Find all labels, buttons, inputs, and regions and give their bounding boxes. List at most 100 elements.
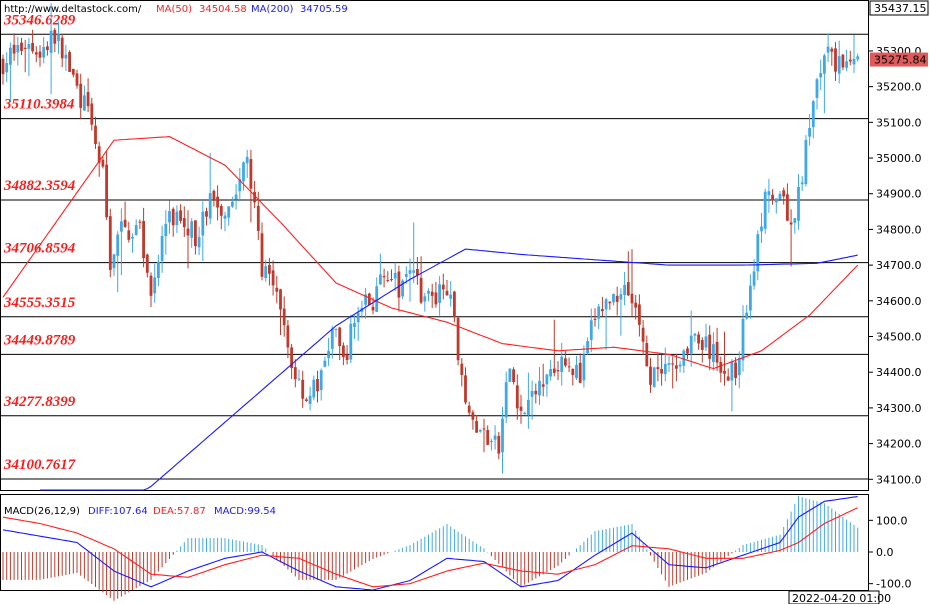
candle-body [519,406,523,411]
candle-body [445,290,449,296]
candle-body [286,325,290,348]
candle-body [293,367,297,380]
candle-body [504,382,508,418]
candle-body [848,59,852,62]
candle-body [626,282,630,296]
candle-body [712,344,715,362]
candle-body [367,293,371,305]
candle-body [182,218,186,228]
candle-body [497,435,501,454]
candle-body [375,286,379,312]
candle-body [242,162,245,182]
candle-body [763,191,767,229]
candle-body [134,225,138,235]
candle-body [393,272,397,279]
candle-body [845,61,848,68]
candle-body [419,277,423,303]
candle-body [582,354,586,381]
candle-body [64,54,68,59]
candle-body [515,385,519,409]
price-tick-label: 34300.0 [876,402,922,415]
candle-body [530,391,534,397]
candle-body [660,368,663,374]
candle-body [786,194,789,221]
current-price: 35275.84 [874,54,927,67]
candle-body [453,291,456,318]
candle-body [264,266,268,279]
price-tick-label: 34600.0 [876,295,922,308]
candle-body [834,48,837,72]
candle-body [290,347,293,368]
candle-body [601,309,604,312]
candle-body [656,367,660,370]
candle-body [675,365,678,369]
candle-body [9,47,12,65]
ma200-label: MA(200) [251,4,293,15]
candle-body [830,48,834,52]
price-tick-label: 34900.0 [876,188,922,201]
candle-body [175,211,179,226]
candle-body [308,395,312,404]
candle-body [856,56,860,60]
candle-body [390,279,393,281]
macd-diff: DIFF:107.64 [88,506,148,517]
candle-body [756,234,760,272]
candle-body [260,233,264,277]
candle-body [316,378,319,392]
ma50-value: 34504.58 [199,4,247,15]
candle-body [678,364,682,367]
candle-body [223,215,227,219]
candle-body [745,312,749,319]
macd-tick-label: 0.0 [876,546,894,559]
candle-body [75,73,79,86]
candle-body [227,206,231,218]
candle-body [334,328,338,330]
macd-value: MACD:99.54 [214,506,276,517]
candle-body [27,44,31,49]
candle-body [715,341,719,363]
candle-body [397,271,401,298]
price-tick-label: 35200.0 [876,81,922,94]
timestamp-box [788,590,880,604]
candle-body [323,360,327,367]
candle-body [804,139,808,185]
level-label: 34277.8399 [3,394,76,410]
candle-body [667,363,671,365]
macd-dea-line [2,507,858,588]
candle-body [430,291,434,296]
candle-body [486,430,490,445]
candle-body [671,363,675,365]
candle-body [46,46,49,51]
timestamp: 2022-04-20 01:00 [792,592,891,604]
candle-body [282,308,286,326]
candle-body [190,221,194,238]
candle-body [20,42,23,51]
candle-body [819,73,823,78]
candle-body [60,37,64,59]
candle-body [101,159,105,167]
macd-tick-label: -100.0 [876,578,911,591]
level-label: 35346.6289 [3,12,76,28]
candle-body [71,68,75,75]
candle-body [42,46,46,58]
candle-body [534,390,538,395]
macd-label: MACD(26,12,9) [4,506,80,517]
candle-body [630,293,634,304]
candle-body [312,379,316,398]
candle-body [593,318,597,320]
candle-body [815,79,819,98]
candle-body [371,306,375,311]
candle-body [268,264,271,274]
ma200-value: 34705.59 [300,4,348,15]
macd-tick-label: 100.0 [876,514,908,527]
candle-body [112,254,116,269]
candle-body [57,34,60,41]
candle-body [645,343,649,367]
candle-body [538,380,541,396]
candle-body [349,323,353,360]
candle-body [164,223,168,237]
candle-body [123,219,127,227]
candle-body [608,301,612,304]
candle-body [852,58,856,65]
